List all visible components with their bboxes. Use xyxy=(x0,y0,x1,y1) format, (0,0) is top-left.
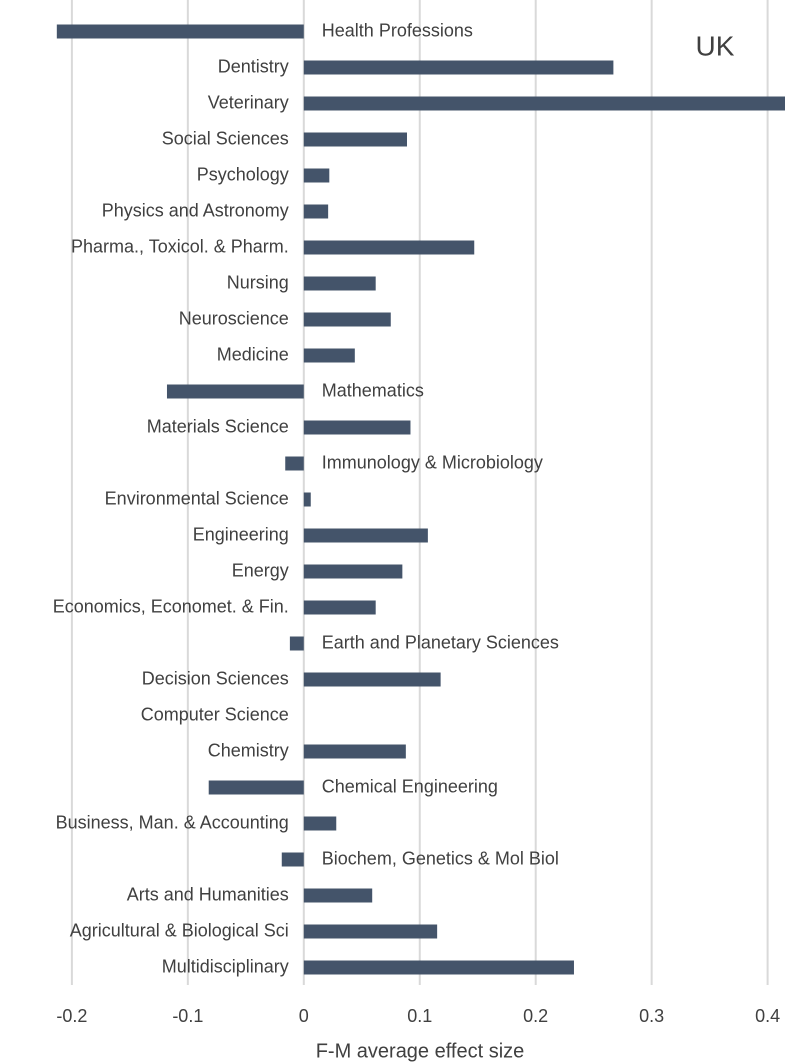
bar xyxy=(303,168,330,183)
bar xyxy=(303,816,337,831)
category-label: Multidisciplinary xyxy=(162,956,289,976)
category-label: Pharma., Toxicol. & Pharm. xyxy=(71,236,289,256)
category-label: Dentistry xyxy=(218,56,289,76)
bar xyxy=(303,420,411,435)
x-axis-title: F-M average effect size xyxy=(316,1040,525,1062)
category-label: Decision Sciences xyxy=(142,668,289,688)
category-label: Health Professions xyxy=(322,20,473,40)
bar xyxy=(303,744,406,759)
category-label: Materials Science xyxy=(147,416,289,436)
annotation: UK xyxy=(696,30,735,61)
category-label: Mathematics xyxy=(322,380,424,400)
category-label: Chemistry xyxy=(208,740,289,760)
category-label: Agricultural & Biological Sci xyxy=(70,920,289,940)
x-tick-label: 0.4 xyxy=(755,1006,780,1026)
category-label: Immunology & Microbiology xyxy=(322,452,543,472)
bar xyxy=(303,960,574,975)
category-label: Arts and Humanities xyxy=(127,884,289,904)
category-label: Medicine xyxy=(217,344,289,364)
category-label: Social Sciences xyxy=(162,128,289,148)
x-tick-label: -0.2 xyxy=(56,1006,87,1026)
bar xyxy=(166,384,304,399)
bar xyxy=(303,528,428,543)
bar xyxy=(303,564,403,579)
bar xyxy=(285,456,304,471)
x-tick-label: 0.3 xyxy=(639,1006,664,1026)
bar xyxy=(303,888,373,903)
bar xyxy=(303,924,438,939)
bar xyxy=(208,780,304,795)
bar xyxy=(303,600,376,615)
category-label: Energy xyxy=(232,560,289,580)
bar xyxy=(303,132,407,147)
category-label: Nursing xyxy=(227,272,289,292)
bar xyxy=(303,96,785,111)
bar xyxy=(303,312,391,327)
category-label: Physics and Astronomy xyxy=(102,200,289,220)
bar xyxy=(303,276,376,291)
category-label: Economics, Economet. & Fin. xyxy=(53,596,289,616)
category-label: Neuroscience xyxy=(179,308,289,328)
x-tick-label: 0.1 xyxy=(407,1006,432,1026)
bar xyxy=(303,672,441,687)
category-label: Computer Science xyxy=(141,704,289,724)
x-tick-label: -0.1 xyxy=(172,1006,203,1026)
category-label: Biochem, Genetics & Mol Biol xyxy=(322,848,559,868)
category-label: Chemical Engineering xyxy=(322,776,498,796)
bar xyxy=(56,24,304,39)
category-label: Business, Man. & Accounting xyxy=(56,812,289,832)
category-label: Engineering xyxy=(193,524,289,544)
x-tick-label: 0 xyxy=(299,1006,309,1026)
bar xyxy=(303,60,614,75)
bar xyxy=(281,852,304,867)
category-label: Earth and Planetary Sciences xyxy=(322,632,559,652)
category-label: Psychology xyxy=(197,164,289,184)
bar xyxy=(289,636,304,651)
category-label: Veterinary xyxy=(208,92,289,112)
x-tick-label: 0.2 xyxy=(523,1006,548,1026)
bar xyxy=(303,492,311,507)
bar xyxy=(303,348,355,363)
bar xyxy=(303,240,475,255)
bar xyxy=(303,204,329,219)
category-label: Environmental Science xyxy=(105,488,289,508)
